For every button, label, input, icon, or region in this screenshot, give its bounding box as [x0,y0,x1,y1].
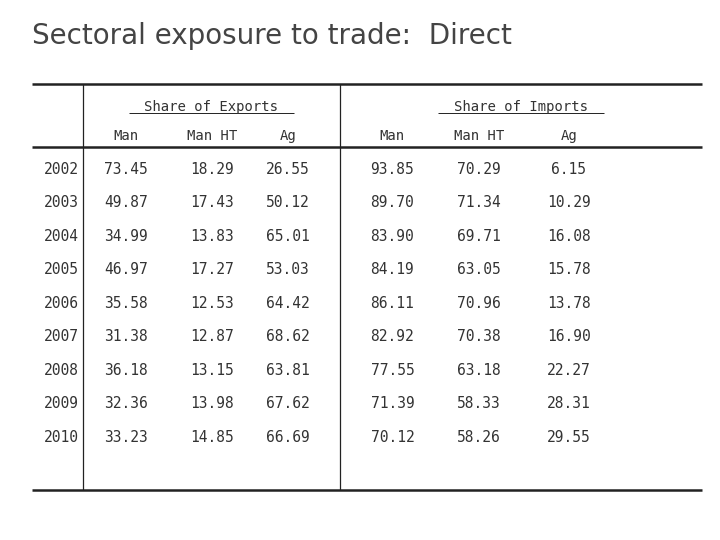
Text: 16.08: 16.08 [547,229,590,244]
Text: 68.62: 68.62 [266,329,310,345]
Text: 13.98: 13.98 [191,396,234,411]
Text: 53.03: 53.03 [266,262,310,278]
Text: Ag: Ag [279,129,297,143]
Text: 82.92: 82.92 [371,329,414,345]
Text: 73.45: 73.45 [104,162,148,177]
Text: 28.31: 28.31 [547,396,590,411]
Text: 15.78: 15.78 [547,262,590,278]
Text: 17.43: 17.43 [191,195,234,211]
Text: 2004: 2004 [44,229,79,244]
Text: 93.85: 93.85 [371,162,414,177]
Text: 84.19: 84.19 [371,262,414,278]
Text: 70.38: 70.38 [457,329,500,345]
Text: 70.29: 70.29 [457,162,500,177]
Text: 2010: 2010 [44,430,79,445]
Text: 2002: 2002 [44,162,79,177]
Text: 46.97: 46.97 [104,262,148,278]
Text: 58.26: 58.26 [457,430,500,445]
Text: 63.81: 63.81 [266,363,310,378]
Text: 71.39: 71.39 [371,396,414,411]
Text: 33.23: 33.23 [104,430,148,445]
Text: 2007: 2007 [44,329,79,345]
Text: 35.58: 35.58 [104,296,148,311]
Text: 36.18: 36.18 [104,363,148,378]
Text: 32.36: 32.36 [104,396,148,411]
Text: 12.87: 12.87 [191,329,234,345]
Text: 13.15: 13.15 [191,363,234,378]
Text: 22.27: 22.27 [547,363,590,378]
Text: 6.15: 6.15 [552,162,586,177]
Text: 89.70: 89.70 [371,195,414,211]
Text: 66.69: 66.69 [266,430,310,445]
Text: 63.05: 63.05 [457,262,500,278]
Text: 14.85: 14.85 [191,430,234,445]
Text: Man HT: Man HT [454,129,504,143]
Text: Sectoral exposure to trade:  Direct: Sectoral exposure to trade: Direct [32,22,512,50]
Text: 58.33: 58.33 [457,396,500,411]
Text: 71.34: 71.34 [457,195,500,211]
Text: 31.38: 31.38 [104,329,148,345]
Text: 2005: 2005 [44,262,79,278]
Text: 18.29: 18.29 [191,162,234,177]
Text: 10.29: 10.29 [547,195,590,211]
Text: 2009: 2009 [44,396,79,411]
Text: Man HT: Man HT [187,129,238,143]
Text: 26.55: 26.55 [266,162,310,177]
Text: 29.55: 29.55 [547,430,590,445]
Text: 2008: 2008 [44,363,79,378]
Text: 69.71: 69.71 [457,229,500,244]
Text: 2006: 2006 [44,296,79,311]
Text: 67.62: 67.62 [266,396,310,411]
Text: 70.12: 70.12 [371,430,414,445]
Text: 17.27: 17.27 [191,262,234,278]
Text: 34.99: 34.99 [104,229,148,244]
Text: Ag: Ag [560,129,577,143]
Text: Share of Exports: Share of Exports [144,100,279,114]
Text: 86.11: 86.11 [371,296,414,311]
Text: Man: Man [380,129,405,143]
Text: 13.83: 13.83 [191,229,234,244]
Text: 83.90: 83.90 [371,229,414,244]
Text: 50.12: 50.12 [266,195,310,211]
Text: 12.53: 12.53 [191,296,234,311]
Text: 64.42: 64.42 [266,296,310,311]
Text: 70.96: 70.96 [457,296,500,311]
Text: 16.90: 16.90 [547,329,590,345]
Text: Share of Imports: Share of Imports [454,100,588,114]
Text: 13.78: 13.78 [547,296,590,311]
Text: Man: Man [114,129,138,143]
Text: 65.01: 65.01 [266,229,310,244]
Text: 77.55: 77.55 [371,363,414,378]
Text: 63.18: 63.18 [457,363,500,378]
Text: 49.87: 49.87 [104,195,148,211]
Text: 2003: 2003 [44,195,79,211]
